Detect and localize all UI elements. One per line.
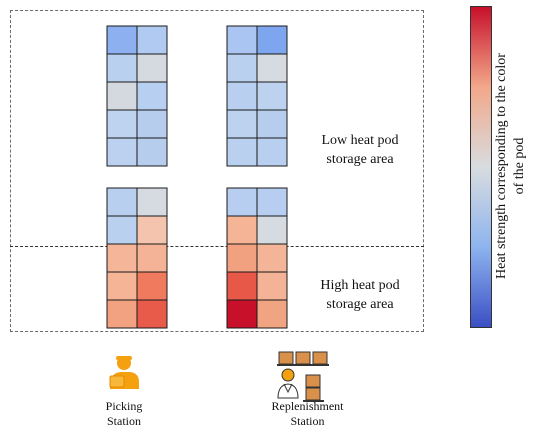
pod-block-high-left — [106, 187, 168, 329]
storage-area-frame — [10, 10, 424, 332]
pod-block-low-left — [106, 25, 168, 167]
pod-cell — [136, 81, 168, 111]
pod-cell — [256, 215, 288, 245]
low-heat-label-line1: Low heat pod — [321, 133, 399, 148]
pod-cell — [256, 187, 288, 217]
pod-cell — [256, 109, 288, 139]
pod-cell — [136, 53, 168, 83]
pod-cell — [106, 299, 138, 329]
replenishment-station-label: Replenishment Station — [260, 399, 355, 429]
pod-cell — [226, 299, 258, 329]
low-heat-area-label: Low heat pod storage area — [300, 131, 420, 169]
replenishment-label-line2: Station — [290, 414, 325, 428]
high-heat-label-line2: storage area — [326, 297, 394, 312]
pod-cell — [226, 137, 258, 167]
pod-cell — [256, 81, 288, 111]
pod-cell — [256, 271, 288, 301]
high-heat-label-line1: High heat pod — [320, 278, 400, 293]
pod-cell — [226, 271, 258, 301]
pod-cell — [226, 81, 258, 111]
pod-cell — [136, 299, 168, 329]
pod-cell — [226, 25, 258, 55]
pod-cell — [136, 271, 168, 301]
pod-cell — [256, 299, 288, 329]
pod-block-low-right — [226, 25, 288, 167]
pod-cell — [136, 243, 168, 273]
pod-cell — [136, 137, 168, 167]
picking-station-label: Picking Station — [94, 399, 154, 429]
pod-cell — [256, 137, 288, 167]
pod-cell — [136, 187, 168, 217]
pod-cell — [106, 109, 138, 139]
pod-block-high-right — [226, 187, 288, 329]
pod-cell — [136, 109, 168, 139]
pod-cell — [256, 53, 288, 83]
pod-cell — [106, 137, 138, 167]
pod-cell — [136, 215, 168, 245]
picking-label-line1: Picking — [105, 399, 143, 413]
high-heat-area-label: High heat pod storage area — [300, 276, 420, 314]
heat-zone-divider — [10, 246, 424, 247]
replenishment-label-line1: Replenishment — [271, 399, 344, 413]
low-heat-label-line2: storage area — [326, 152, 394, 167]
pod-cell — [226, 215, 258, 245]
pod-cell — [226, 187, 258, 217]
pod-cell — [226, 53, 258, 83]
pod-cell — [106, 243, 138, 273]
picking-label-line2: Station — [106, 414, 141, 428]
heat-colorbar — [470, 6, 492, 328]
